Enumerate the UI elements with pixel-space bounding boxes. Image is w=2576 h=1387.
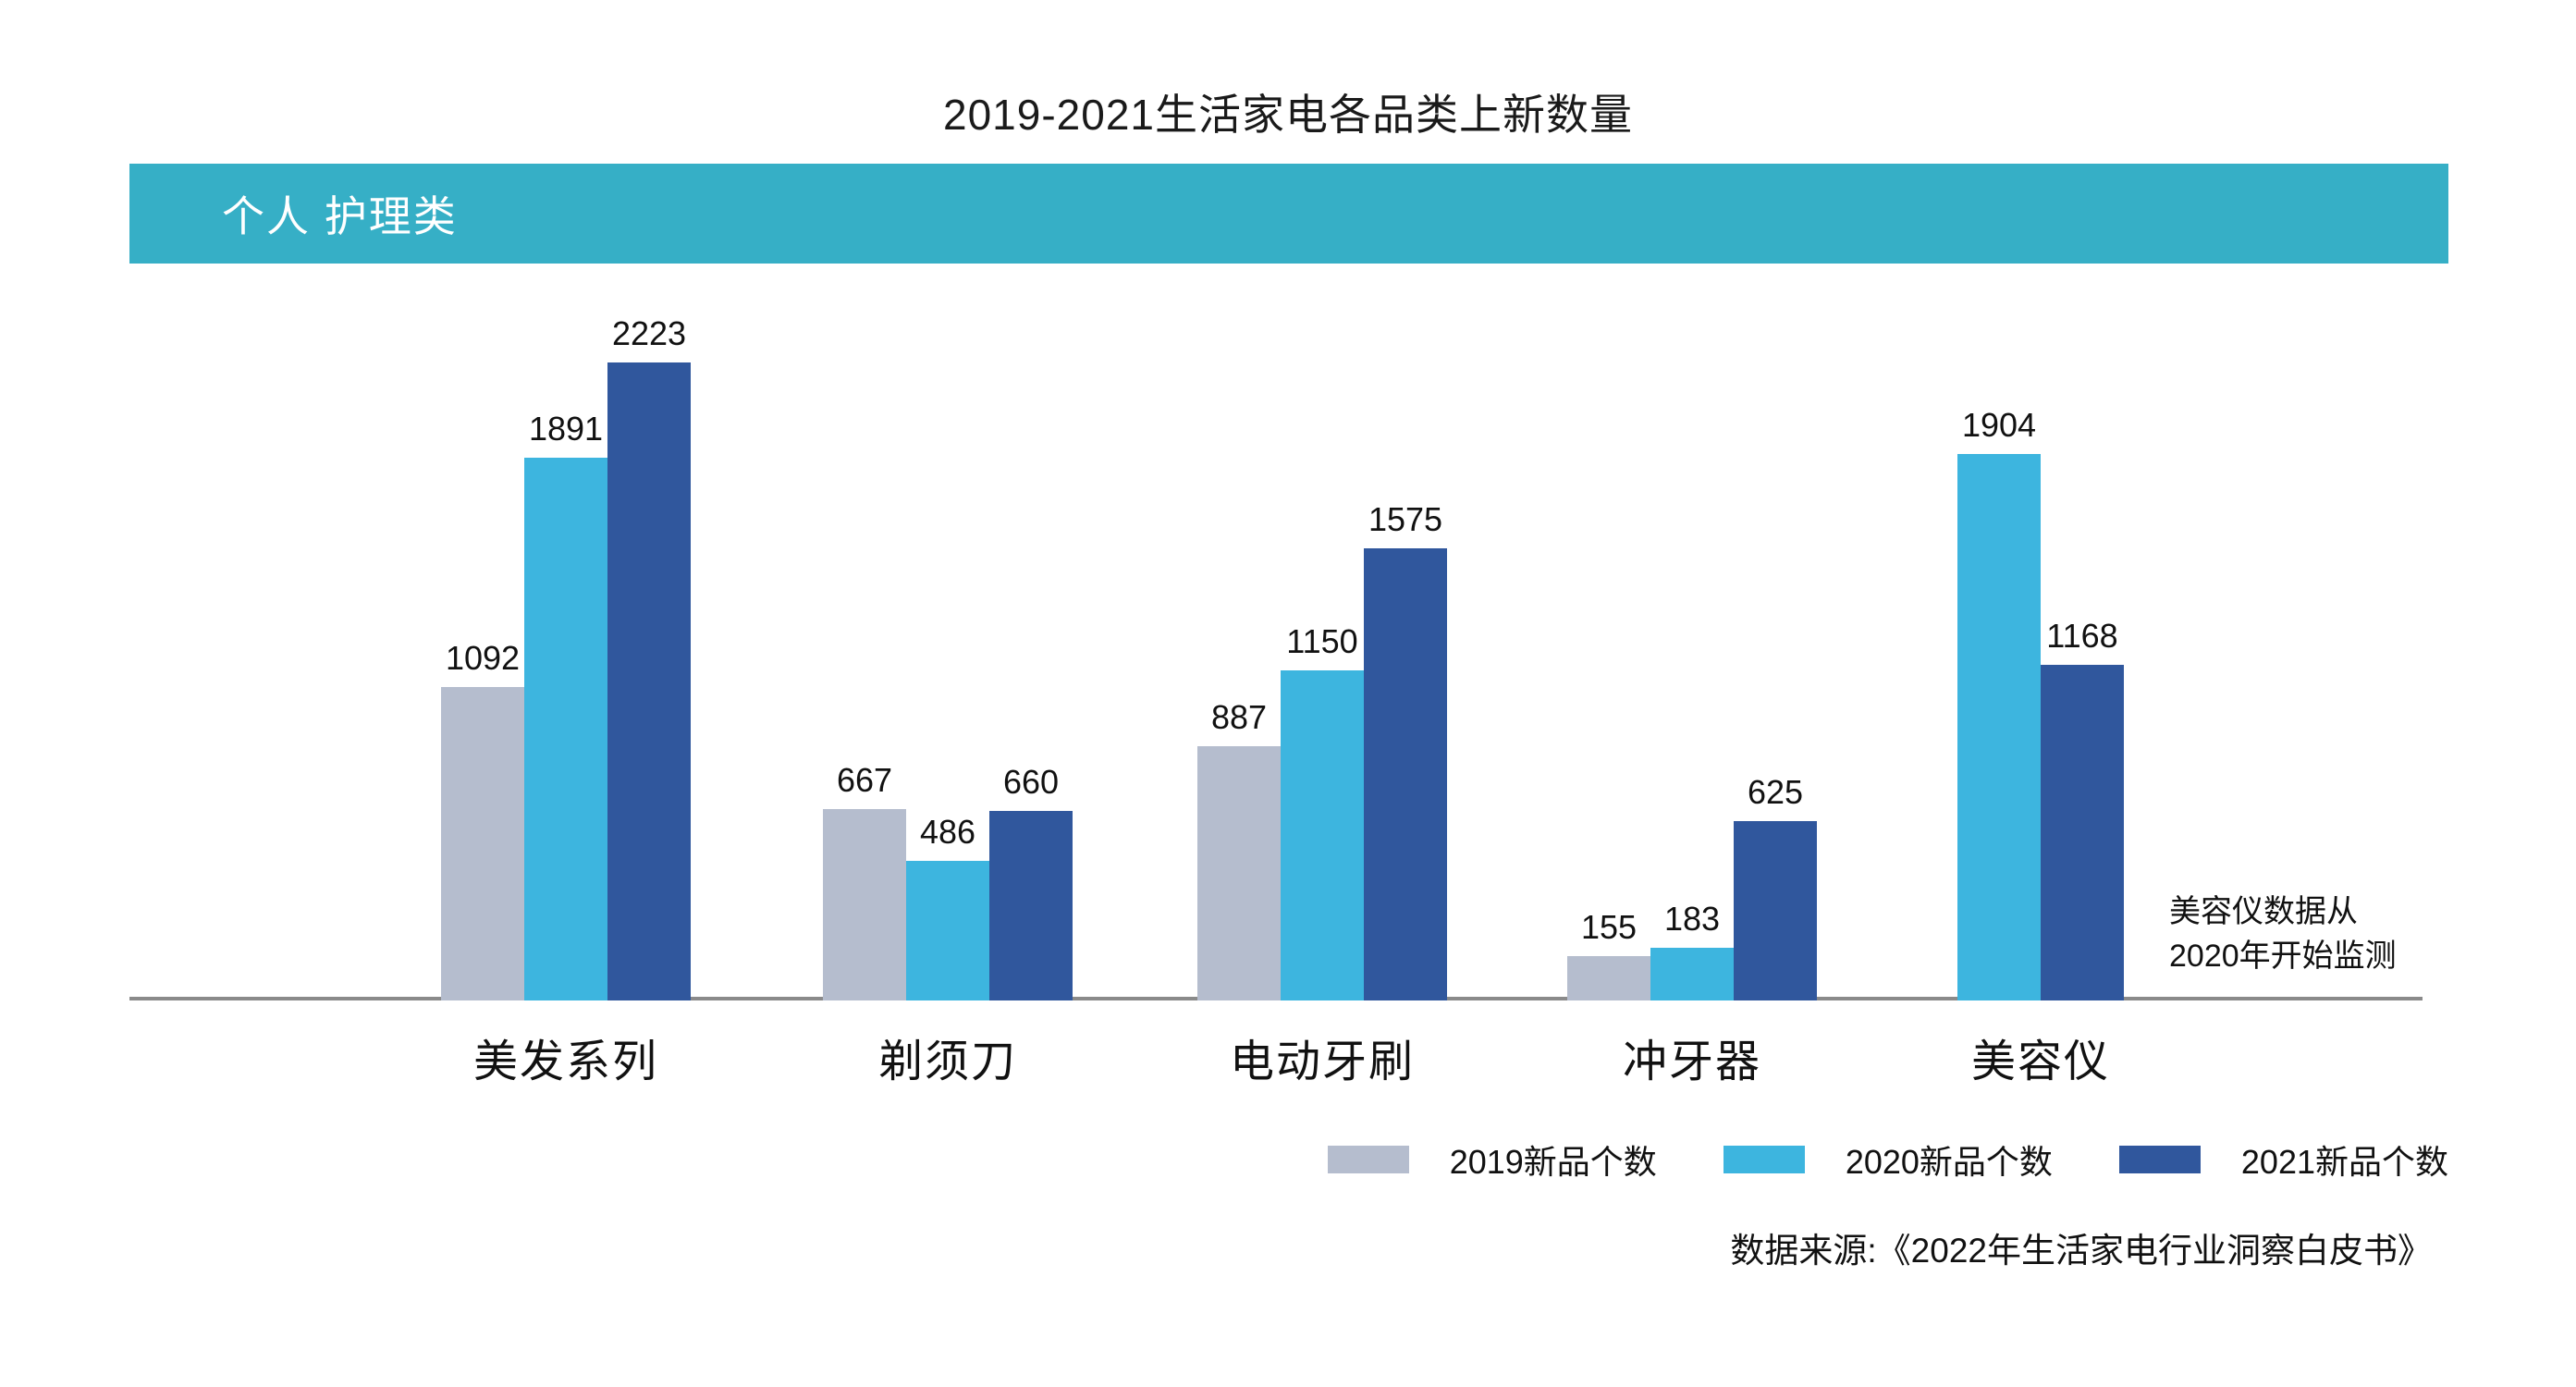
bar-2021新品个数-电动牙刷: [1364, 548, 1447, 1000]
bar-2019新品个数-美发系列: [441, 687, 524, 1000]
value-label: 155: [1580, 908, 1638, 946]
value-label: 183: [1663, 900, 1721, 938]
category-label-美容仪: 美容仪: [1970, 1037, 2110, 1086]
bar-2019新品个数-冲牙器: [1567, 956, 1650, 1000]
value-label: 887: [1210, 698, 1268, 736]
value-label: 625: [1747, 773, 1804, 811]
section-header-label: 个人 护理类: [222, 192, 458, 240]
bar-2019新品个数-剃须刀: [823, 809, 906, 1000]
bar-2020新品个数-美发系列: [524, 458, 607, 1000]
bar-2020新品个数-电动牙刷: [1281, 670, 1364, 1000]
bar-2020新品个数-剃须刀: [906, 861, 989, 1000]
legend-item-2021新品个数: 2021新品个数: [2118, 1135, 2448, 1184]
category-label-剃须刀: 剃须刀: [877, 1037, 1017, 1086]
value-label: 1092: [445, 639, 521, 677]
beauty-device-annotation: 美容仪数据从 2020年开始监测: [2169, 894, 2397, 974]
value-label: 1150: [1286, 622, 1358, 660]
value-label: 486: [919, 813, 976, 851]
legend-item-2020新品个数: 2020新品个数: [1723, 1135, 2053, 1184]
bar-2020新品个数-美容仪: [1957, 454, 2041, 1000]
bar-2021新品个数-剃须刀: [989, 811, 1073, 1000]
section-header-band: 个人 护理类: [129, 164, 2448, 264]
bar-2021新品个数-美容仪: [2041, 665, 2124, 1000]
value-label: 1575: [1368, 500, 1443, 538]
legend-label: 2019新品个数: [1449, 1143, 1657, 1181]
value-label: 2223: [611, 314, 687, 352]
bar-2020新品个数-冲牙器: [1650, 948, 1734, 1000]
value-label: 1891: [528, 410, 604, 448]
value-label: 1168: [2046, 617, 2118, 655]
data-source-note: 数据来源:《2022年生活家电行业洞察白皮书》: [1730, 1232, 2432, 1270]
legend-swatch: [2118, 1146, 2201, 1173]
bar-2021新品个数-美发系列: [607, 362, 691, 1000]
legend: 2019新品个数 2020新品个数 2021新品个数: [1327, 1135, 2448, 1184]
legend-swatch: [1723, 1146, 1805, 1173]
legend-label: 2021新品个数: [2240, 1143, 2448, 1181]
category-label-美发系列: 美发系列: [472, 1037, 658, 1086]
category-label-电动牙刷: 电动牙刷: [1229, 1037, 1415, 1086]
bar-2021新品个数-冲牙器: [1734, 821, 1817, 1000]
legend-item-2019新品个数: 2019新品个数: [1327, 1135, 1657, 1184]
category-label-冲牙器: 冲牙器: [1622, 1037, 1761, 1086]
legend-label: 2020新品个数: [1845, 1143, 2053, 1181]
value-label: 660: [1002, 763, 1060, 801]
chart-title: 2019-2021生活家电各品类上新数量: [943, 91, 1633, 139]
value-label: 1904: [1961, 406, 2037, 444]
bar-2019新品个数-电动牙刷: [1197, 746, 1281, 1000]
legend-swatch: [1327, 1146, 1409, 1173]
value-label: 667: [836, 761, 893, 799]
